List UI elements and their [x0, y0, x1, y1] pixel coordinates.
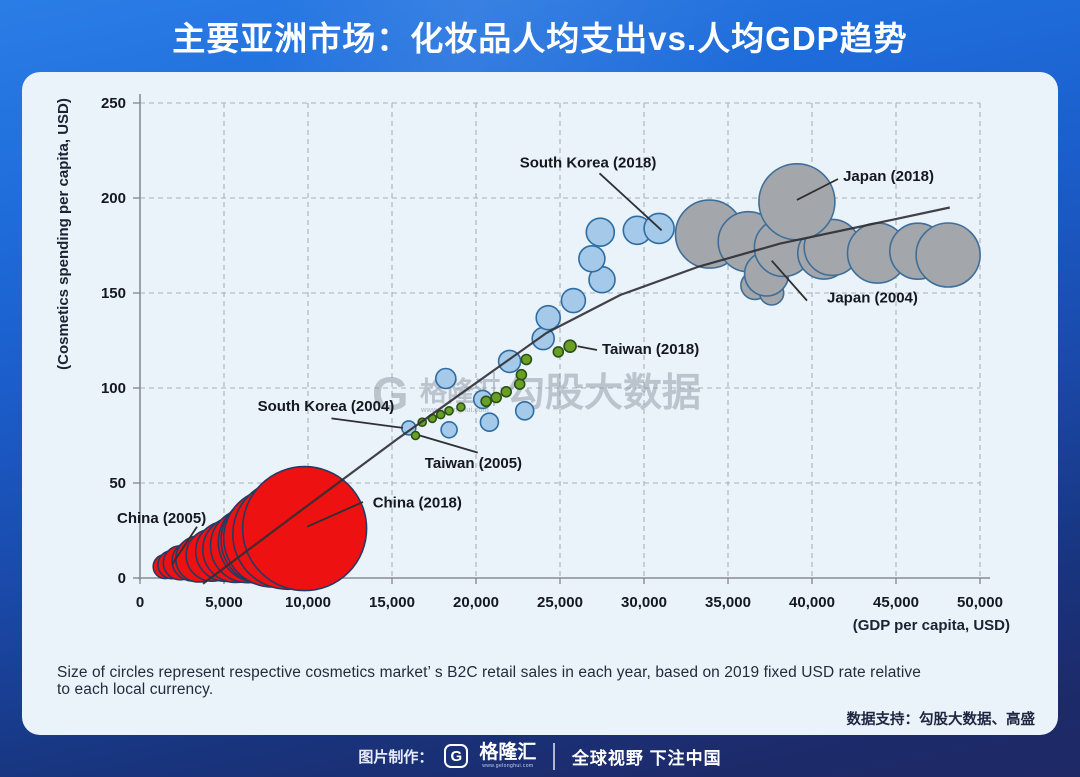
x-tick-label: 40,000	[789, 594, 835, 611]
x-tick-label: 50,000	[957, 594, 1003, 611]
x-axis-title: (GDP per capita, USD)	[853, 617, 1010, 634]
taiwan-bubble	[490, 391, 503, 404]
annotation-line	[419, 434, 478, 454]
taiwan-bubble	[456, 402, 466, 412]
annotation-label: South Korea (2018)	[520, 155, 657, 172]
annotation-label: Taiwan (2018)	[602, 341, 699, 358]
footer-site-url: www.gelonghui.com	[482, 763, 534, 769]
y-tick-label: 150	[101, 285, 126, 302]
taiwan-bubble	[435, 409, 446, 420]
annotation-line	[306, 501, 364, 528]
data-source-label: 数据支持：勾股大数据、高盛	[846, 712, 1036, 728]
taiwan-bubble	[500, 385, 513, 398]
taiwan-bubble	[552, 346, 565, 358]
x-tick-label: 0	[136, 594, 144, 611]
trend-line	[202, 206, 951, 585]
gelonghui-logo-letter: G	[450, 747, 463, 765]
annotation-label: Japan (2018)	[843, 168, 934, 185]
annotation-line	[171, 526, 198, 566]
x-tick-label: 35,000	[705, 594, 751, 611]
taiwan-bubble	[480, 395, 492, 408]
y-tick-label: 50	[109, 475, 126, 492]
south-korea-bubble	[560, 287, 587, 314]
taiwan-bubble	[410, 430, 421, 441]
footnote-line-1: Size of circles represent respective cos…	[57, 664, 921, 681]
taiwan-bubble	[515, 368, 528, 381]
y-tick-label: 100	[101, 380, 126, 397]
y-tick-label: 250	[101, 95, 126, 112]
title-banner: 主要亚洲市场：化妆品人均支出vs.人均GDP趋势	[0, 0, 1080, 72]
south-korea-bubble	[440, 420, 458, 439]
japan-bubble	[915, 222, 981, 288]
footnote: Size of circles represent respective cos…	[57, 664, 1037, 698]
taiwan-bubble	[513, 378, 526, 391]
x-tick-label: 30,000	[621, 594, 667, 611]
bubble-chart: 0 5,000 10,000 15,000 20,000 25,000 30,000 35,0…	[55, 94, 1010, 634]
y-tick-label: 0	[118, 570, 126, 587]
footnote-line-2: to each local currency.	[57, 681, 214, 698]
annotation-line	[771, 260, 808, 302]
taiwan-bubble	[563, 339, 577, 354]
annotation-label: South Korea (2004)	[258, 398, 395, 415]
south-korea-bubble	[535, 304, 562, 331]
south-korea-bubble	[514, 400, 535, 421]
x-tick-label: 20,000	[453, 594, 499, 611]
footer-made-by-label: 图片制作：	[358, 748, 434, 766]
footer-brand-block: 格隆汇 www.gelonghui.com	[479, 743, 536, 769]
taiwan-bubble	[444, 405, 454, 416]
footer-bar: 图片制作： G 格隆汇 www.gelonghui.com 全球视野 下注中国	[0, 735, 1080, 777]
y-tick-label: 200	[101, 190, 126, 207]
watermark-logo-icon: G	[372, 367, 409, 420]
x-tick-label: 15,000	[369, 594, 415, 611]
annotation-line	[331, 417, 404, 429]
china-bubble	[241, 465, 368, 592]
footer-slogan: 全球视野 下注中国	[571, 748, 722, 768]
japan-bubble	[758, 163, 836, 241]
taiwan-bubble	[520, 353, 533, 366]
watermark-text: 勾股大数据	[506, 372, 701, 415]
chart-card: 0 5,000 10,000 15,000 20,000 25,000 30,000 35,0…	[22, 72, 1058, 735]
x-tick-label: 10,000	[285, 594, 331, 611]
page-title: 主要亚洲市场：化妆品人均支出vs.人均GDP趋势	[172, 20, 908, 57]
watermark-site-url: www.gelonghui.com	[420, 407, 489, 414]
x-tick-label: 5,000	[205, 594, 243, 611]
gelonghui-logo-icon: G	[444, 744, 469, 768]
annotation-label: China (2005)	[117, 510, 206, 527]
south-korea-bubble	[434, 367, 457, 390]
annotation-line	[598, 172, 663, 231]
footer-divider	[553, 742, 555, 770]
annotation-label: Taiwan (2005)	[425, 455, 522, 472]
south-korea-bubble	[479, 412, 500, 433]
y-axis-title: (Cosmetics spending per capita, USD)	[55, 98, 72, 370]
annotation-label: Japan (2004)	[827, 290, 918, 307]
x-tick-label: 25,000	[537, 594, 583, 611]
south-korea-bubble	[578, 245, 606, 273]
annotation-line	[796, 178, 839, 201]
annotation-label: China (2018)	[373, 495, 462, 512]
footer-brand-name: 格隆汇	[479, 742, 537, 763]
south-korea-bubble	[585, 217, 616, 247]
x-tick-label: 45,000	[873, 594, 919, 611]
annotation-line	[577, 345, 598, 351]
